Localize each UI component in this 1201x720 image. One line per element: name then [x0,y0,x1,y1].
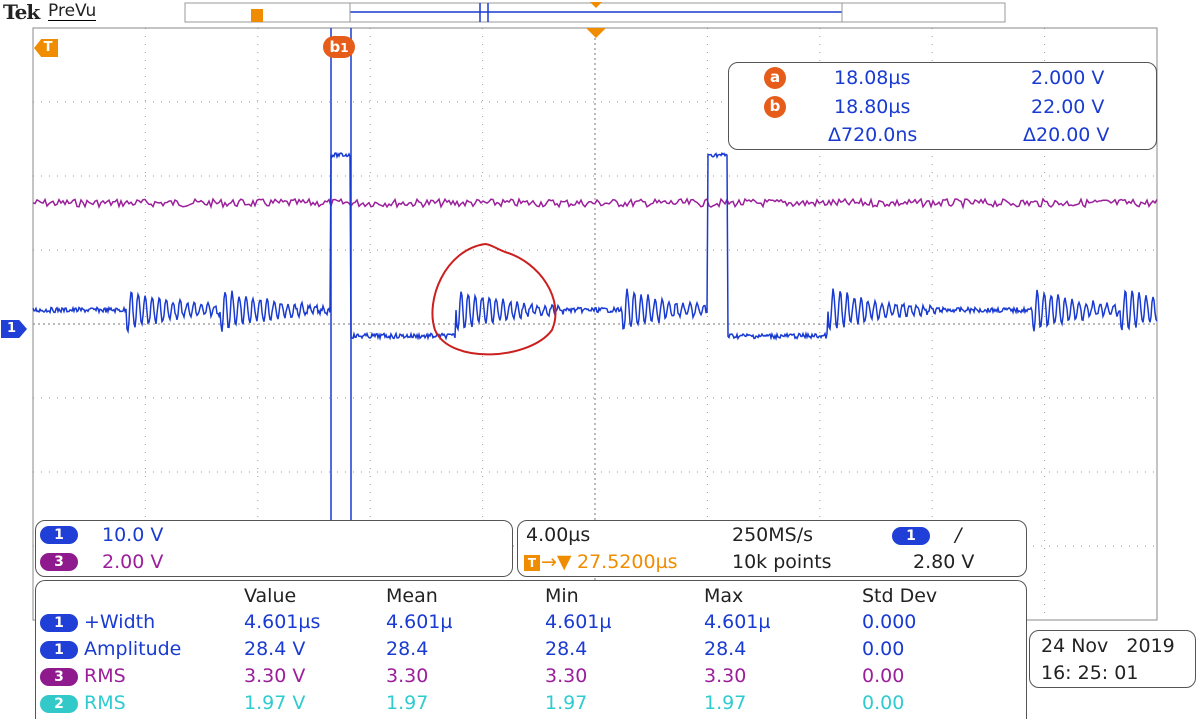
measurement-max: 1.97 [704,692,747,714]
ch1-ground-marker[interactable]: 1 [1,320,27,338]
cursor-a-time: 18.08µs [834,67,911,89]
measurement-header-value: Value [244,585,297,607]
measurement-min: 4.601µ [545,611,612,633]
trigger-position-marker-icon: T [524,555,540,571]
measurement-max: 28.4 [704,638,747,660]
trigger-position[interactable]: 27.5200µs [577,551,678,573]
measurement-mean: 4.601µ [386,611,453,633]
time-display: 16: 25: 01 [1041,662,1139,684]
measurement-value: 4.601µs [244,611,321,633]
cursor-b-badge: b [764,96,786,118]
measurement-std: 0.00 [862,638,905,660]
measurement-channel-badge: 1 [40,614,78,632]
trigger-arrow-icon: →▼ [541,551,572,573]
ch3-trace [32,197,1158,210]
measurement-std: 0.00 [862,692,905,714]
cursor-readout-panel [728,62,1157,150]
timebase-panel [517,520,1027,577]
measurement-header-max: Max [704,585,744,607]
measurement-min: 28.4 [545,638,588,660]
channel-scale-panel [35,520,513,577]
datetime-panel [1029,630,1196,688]
cursor-b-voltage: 22.00 V [1031,96,1105,118]
trigger-channel-badge[interactable]: 1 [892,527,930,545]
sample-rate: 250MS/s [732,524,814,546]
record-trigger-icon [590,2,602,8]
measurement-mean: 28.4 [386,638,429,660]
measurement-min: 1.97 [545,692,588,714]
measurement-mean: 1.97 [386,692,429,714]
annotation-circle [431,243,557,356]
measurement-value: 3.30 V [244,665,306,687]
trigger-level[interactable]: 2.80 V [913,551,975,573]
ch1-scale[interactable]: 10.0 V [102,524,164,546]
measurement-std: 0.00 [862,665,905,687]
measurement-channel-badge: 2 [40,695,78,713]
measurement-mean: 3.30 [386,665,429,687]
date-display: 24 Nov 2019 [1041,635,1175,657]
horizontal-scale[interactable]: 4.00µs [526,524,591,546]
cursor-b-handle[interactable]: b1 [323,36,355,58]
cursor-delta-time: Δ720.0ns [828,124,918,146]
ch1-badge[interactable]: 1 [40,526,78,544]
acquisition-mode: PreVu [48,1,97,21]
measurement-panel [35,580,1027,719]
brand-logo: Tek [3,0,40,24]
measurement-max: 3.30 [704,665,747,687]
record-trigger-marker [251,9,263,22]
ch3-scale[interactable]: 2.00 V [102,551,164,573]
measurement-header-mean: Mean [386,585,438,607]
trigger-marker-icon[interactable]: T [34,39,58,57]
ch1-trace [32,151,1158,342]
cursor-delta-voltage: Δ20.00 V [1023,124,1110,146]
record-length: 10k points [732,551,832,573]
cursor-a-voltage: 2.000 V [1031,67,1105,89]
measurement-std: 0.000 [862,611,917,633]
measurement-max: 4.601µ [704,611,771,633]
trigger-position-icon [586,28,606,38]
measurement-min: 3.30 [545,665,588,687]
measurement-header-min: Min [545,585,579,607]
measurement-value: 1.97 V [244,692,306,714]
measurement-name: +Width [84,611,156,633]
ch3-badge[interactable]: 3 [40,553,78,571]
measurement-name: RMS [84,665,126,687]
measurement-channel-badge: 1 [40,641,78,659]
cursor-a-badge: a [764,67,786,89]
measurement-value: 28.4 V [244,638,306,660]
trigger-slope-icon[interactable]: / [955,524,962,546]
measurement-header-std-dev: Std Dev [862,585,938,607]
measurement-name: RMS [84,692,126,714]
measurement-name: Amplitude [84,638,182,660]
measurement-channel-badge: 3 [40,668,78,686]
cursor-b-time: 18.80µs [834,96,911,118]
